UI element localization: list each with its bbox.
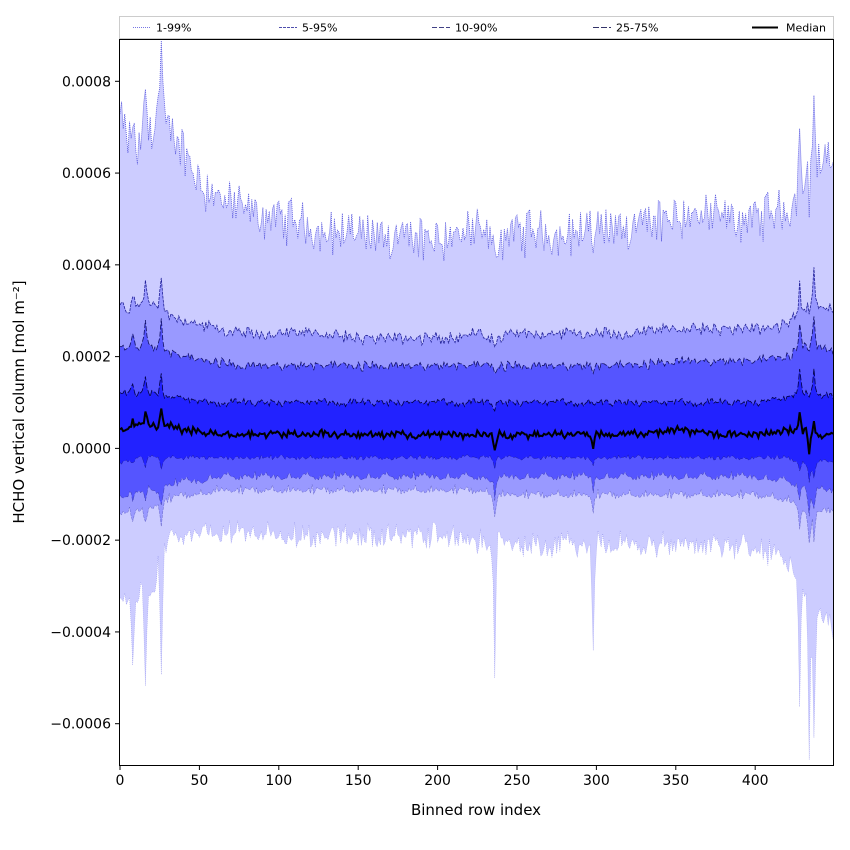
axes-frame bbox=[119, 39, 834, 766]
legend: 1-99% 5-95% 10-90% 25-75% Median bbox=[119, 16, 834, 39]
legend-label: 5-95% bbox=[302, 22, 337, 35]
x-tick-label: 400 bbox=[742, 773, 769, 789]
band-25-75-lower-line bbox=[119, 454, 834, 483]
median-line bbox=[119, 408, 834, 455]
band-25-75-upper-line bbox=[119, 368, 834, 412]
band-10-90-upper-line bbox=[119, 316, 834, 375]
axis-ticks: 0 50 100 150 200 250 300 350 400 −0.0006 −0.0004 −0… bbox=[50, 74, 768, 789]
y-tick-label: 0.0000 bbox=[62, 441, 111, 457]
legend-label: Median bbox=[786, 22, 826, 35]
y-tick-label: 0.0002 bbox=[62, 350, 111, 366]
x-tick-label: 50 bbox=[190, 773, 208, 789]
x-axis-label: Binned row index bbox=[411, 801, 541, 819]
y-tick-label: −0.0002 bbox=[50, 533, 111, 549]
x-tick-label: 0 bbox=[116, 773, 125, 789]
legend-label: 25-75% bbox=[616, 22, 658, 35]
x-tick-label: 200 bbox=[424, 773, 451, 789]
legend-frame bbox=[119, 16, 834, 39]
x-tick-label: 300 bbox=[583, 773, 610, 789]
plot-area bbox=[119, 40, 834, 760]
x-tick-label: 100 bbox=[265, 773, 292, 789]
legend-label: 1-99% bbox=[156, 22, 191, 35]
band-5-95-lower-line bbox=[119, 484, 834, 544]
band-10-90-lower-line bbox=[119, 471, 834, 517]
y-tick-label: 0.0006 bbox=[62, 166, 111, 182]
x-tick-label: 350 bbox=[662, 773, 689, 789]
x-tick-label: 250 bbox=[504, 773, 531, 789]
band-1-99-upper-line bbox=[119, 40, 834, 261]
y-tick-label: −0.0004 bbox=[50, 625, 111, 641]
y-axis-label: HCHO vertical column [mol m⁻²] bbox=[10, 280, 28, 523]
y-tick-label: 0.0008 bbox=[62, 74, 111, 90]
y-tick-label: −0.0006 bbox=[50, 717, 111, 733]
legend-label: 10-90% bbox=[455, 22, 497, 35]
x-tick-label: 150 bbox=[345, 773, 372, 789]
band-1-99-lower-line bbox=[119, 520, 834, 760]
band-5-95-upper-line bbox=[119, 267, 834, 348]
y-tick-label: 0.0004 bbox=[62, 258, 111, 274]
band-25-75-fill bbox=[120, 368, 833, 483]
